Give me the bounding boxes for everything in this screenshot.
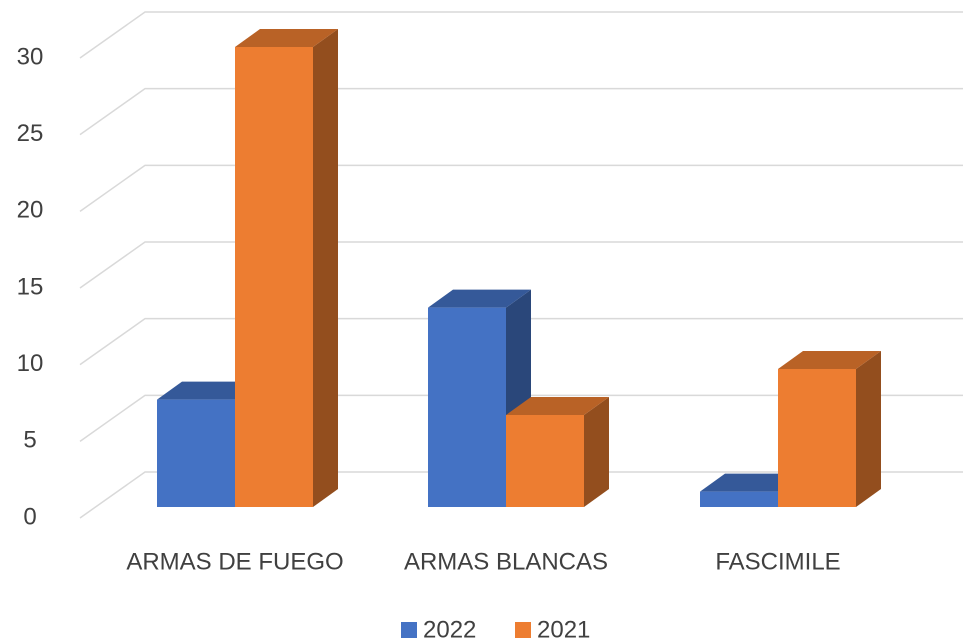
bar-top bbox=[428, 289, 531, 308]
grid-line bbox=[79, 164, 963, 212]
y-tick-label: 20 bbox=[17, 197, 44, 224]
bar-top bbox=[778, 351, 881, 369]
bar-front bbox=[700, 491, 778, 507]
bar-front bbox=[778, 369, 856, 507]
bar-top bbox=[235, 29, 338, 47]
bar-front bbox=[506, 415, 584, 507]
grid-line bbox=[79, 471, 963, 519]
legend-swatch bbox=[515, 622, 531, 638]
grid-line bbox=[79, 87, 963, 136]
y-tick-label: 30 bbox=[17, 43, 44, 70]
bar-top bbox=[700, 473, 803, 492]
bar-side bbox=[313, 29, 338, 507]
x-tick-label: ARMAS BLANCAS bbox=[404, 548, 608, 575]
bar-side bbox=[856, 351, 881, 507]
y-tick-label: 15 bbox=[17, 273, 44, 300]
bar bbox=[506, 397, 609, 507]
bar bbox=[778, 351, 881, 507]
x-tick-label: FASCIMILE bbox=[715, 548, 840, 575]
bar-top bbox=[157, 381, 260, 400]
grid-line bbox=[79, 11, 963, 59]
bar-front bbox=[157, 399, 235, 507]
bar-side bbox=[584, 397, 609, 507]
y-tick-label: 5 bbox=[23, 427, 36, 454]
grid-line bbox=[79, 317, 963, 366]
bar bbox=[235, 29, 338, 507]
legend-swatch bbox=[401, 622, 417, 638]
grid-line bbox=[79, 394, 963, 442]
bar-front bbox=[428, 307, 506, 507]
bar-top bbox=[506, 397, 609, 415]
bar-front bbox=[235, 47, 313, 507]
x-tick-label: ARMAS DE FUEGO bbox=[126, 548, 343, 575]
y-tick-label: 0 bbox=[23, 503, 36, 530]
legend-label: 2022 bbox=[423, 616, 476, 643]
grid-line bbox=[79, 241, 963, 289]
legend-label: 2021 bbox=[537, 616, 590, 643]
y-tick-label: 10 bbox=[17, 350, 44, 377]
y-tick-label: 25 bbox=[17, 120, 44, 147]
